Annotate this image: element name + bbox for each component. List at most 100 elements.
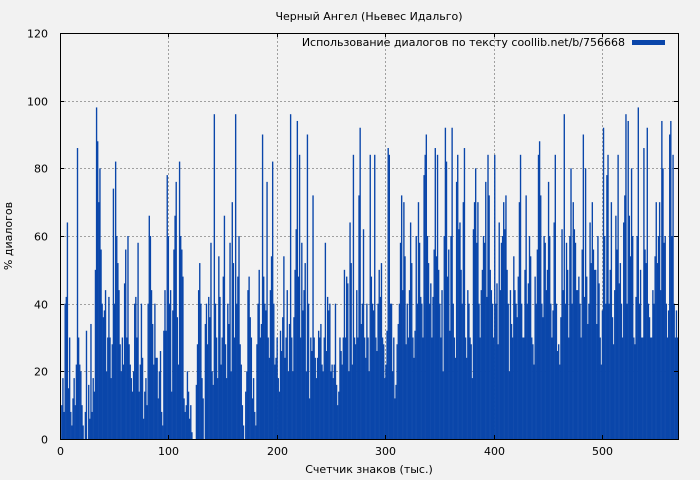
bar (515, 303, 517, 439)
bar (266, 181, 268, 439)
bar (349, 222, 351, 439)
bar (651, 337, 653, 439)
bar (305, 371, 307, 439)
x-tick-label: 200 (267, 445, 288, 458)
x-tick-label: 0 (57, 445, 64, 458)
bar (412, 337, 414, 439)
bar (524, 269, 526, 439)
bar (415, 236, 417, 439)
bar (603, 236, 606, 439)
bar (68, 337, 71, 439)
bar (469, 337, 471, 439)
bar (555, 303, 558, 439)
bar (529, 256, 532, 439)
bar (535, 303, 537, 439)
bar (108, 296, 110, 439)
bar (455, 181, 458, 439)
bar (510, 323, 513, 439)
bar-series (61, 107, 679, 440)
bar (418, 242, 421, 439)
bar (590, 263, 592, 439)
bar (554, 154, 556, 440)
bar (273, 303, 275, 439)
bar (234, 114, 237, 439)
bar (581, 249, 583, 439)
bar (536, 249, 539, 439)
bar (379, 296, 382, 439)
bar (122, 364, 125, 439)
bar (80, 371, 82, 439)
bar (600, 364, 602, 439)
bar (217, 378, 219, 439)
bar (180, 236, 182, 439)
bar (121, 337, 124, 439)
bar (453, 337, 456, 439)
bar (206, 344, 209, 439)
bar (656, 263, 659, 439)
bar (489, 269, 491, 439)
bar (463, 148, 466, 439)
bar (287, 371, 290, 439)
bar (605, 303, 607, 439)
bar (462, 202, 465, 439)
bar (150, 290, 153, 439)
bar (93, 391, 96, 439)
bar (407, 337, 410, 439)
bar (460, 269, 462, 439)
bar (259, 337, 262, 439)
bar (149, 236, 152, 439)
bar (77, 337, 80, 439)
bar (571, 303, 573, 439)
bar (618, 283, 620, 439)
bar (592, 249, 595, 439)
bar (433, 249, 435, 439)
bar (297, 276, 300, 439)
bar (499, 290, 502, 439)
bar (260, 323, 263, 439)
bar (92, 378, 94, 439)
bar (627, 120, 629, 439)
bar (496, 283, 498, 439)
bar (435, 256, 438, 439)
bar (208, 296, 210, 439)
bar (591, 202, 594, 439)
bar (398, 303, 401, 439)
bar (472, 229, 475, 439)
bar (315, 378, 318, 439)
bar (248, 276, 250, 439)
bar (470, 344, 472, 439)
bar (307, 303, 310, 439)
bar (519, 154, 522, 440)
y-tick-label: 60 (34, 231, 48, 244)
bar (151, 323, 154, 439)
bar (283, 256, 285, 439)
bar (485, 181, 487, 439)
bar (119, 344, 121, 439)
bar (642, 337, 644, 439)
bar (245, 391, 247, 439)
bar (439, 303, 441, 439)
bar (647, 303, 650, 439)
bar (118, 290, 120, 439)
bar (610, 202, 613, 439)
bar (195, 384, 198, 439)
bar (98, 202, 100, 439)
bar (279, 330, 282, 439)
y-tick-label: 40 (34, 299, 48, 312)
bar (368, 371, 370, 439)
bar (126, 337, 128, 439)
bar (241, 405, 244, 439)
bar (675, 310, 678, 439)
bar (381, 337, 384, 439)
bar (483, 242, 486, 439)
bar (113, 303, 116, 439)
bar (231, 202, 233, 439)
bar (378, 269, 380, 439)
bar (139, 364, 141, 439)
bar (177, 364, 180, 439)
bar (303, 290, 305, 439)
bar (61, 405, 63, 439)
bar (599, 337, 601, 439)
bar (263, 276, 265, 439)
bar (131, 391, 134, 439)
